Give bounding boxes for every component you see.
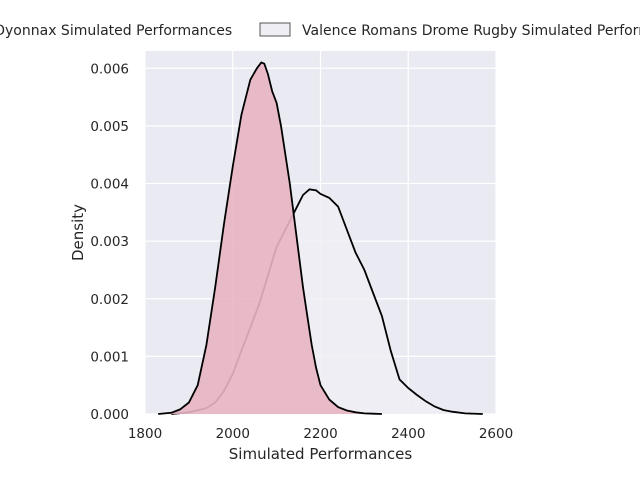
y-tick-label: 0.005 [90,119,129,135]
x-tick-label: 2000 [216,426,250,442]
density-areas [158,61,483,415]
y-tick-label: 0.000 [90,407,129,423]
y-tick-label: 0.004 [90,177,129,193]
legend-label-oyonnax: Oyonnax Simulated Performances [0,23,232,39]
y-tick-label: 0.001 [90,349,129,365]
tick-labels: 1800 2000 2200 2400 2600 0.000 0.001 0.002 0.003… [90,61,513,442]
legend-swatch-valence [259,22,291,37]
density-area-oyonnax [158,62,382,414]
y-tick-label: 0.006 [90,61,129,77]
legend: Oyonnax Simulated Performances Valence R… [0,22,640,39]
legend-label-valence: Valence Romans Drome Rugby Simulated Per… [302,23,640,39]
x-axis-label: Simulated Performances [229,445,413,463]
density-line-oyonnax [158,61,382,415]
y-tick-label: 0.002 [90,292,129,308]
x-tick-label: 2600 [479,426,513,442]
x-tick-label: 2400 [391,426,425,442]
y-tick-label: 0.003 [90,234,129,250]
x-tick-label: 2200 [303,426,337,442]
y-axis-label: Density [69,204,87,261]
x-tick-label: 1800 [128,426,162,442]
